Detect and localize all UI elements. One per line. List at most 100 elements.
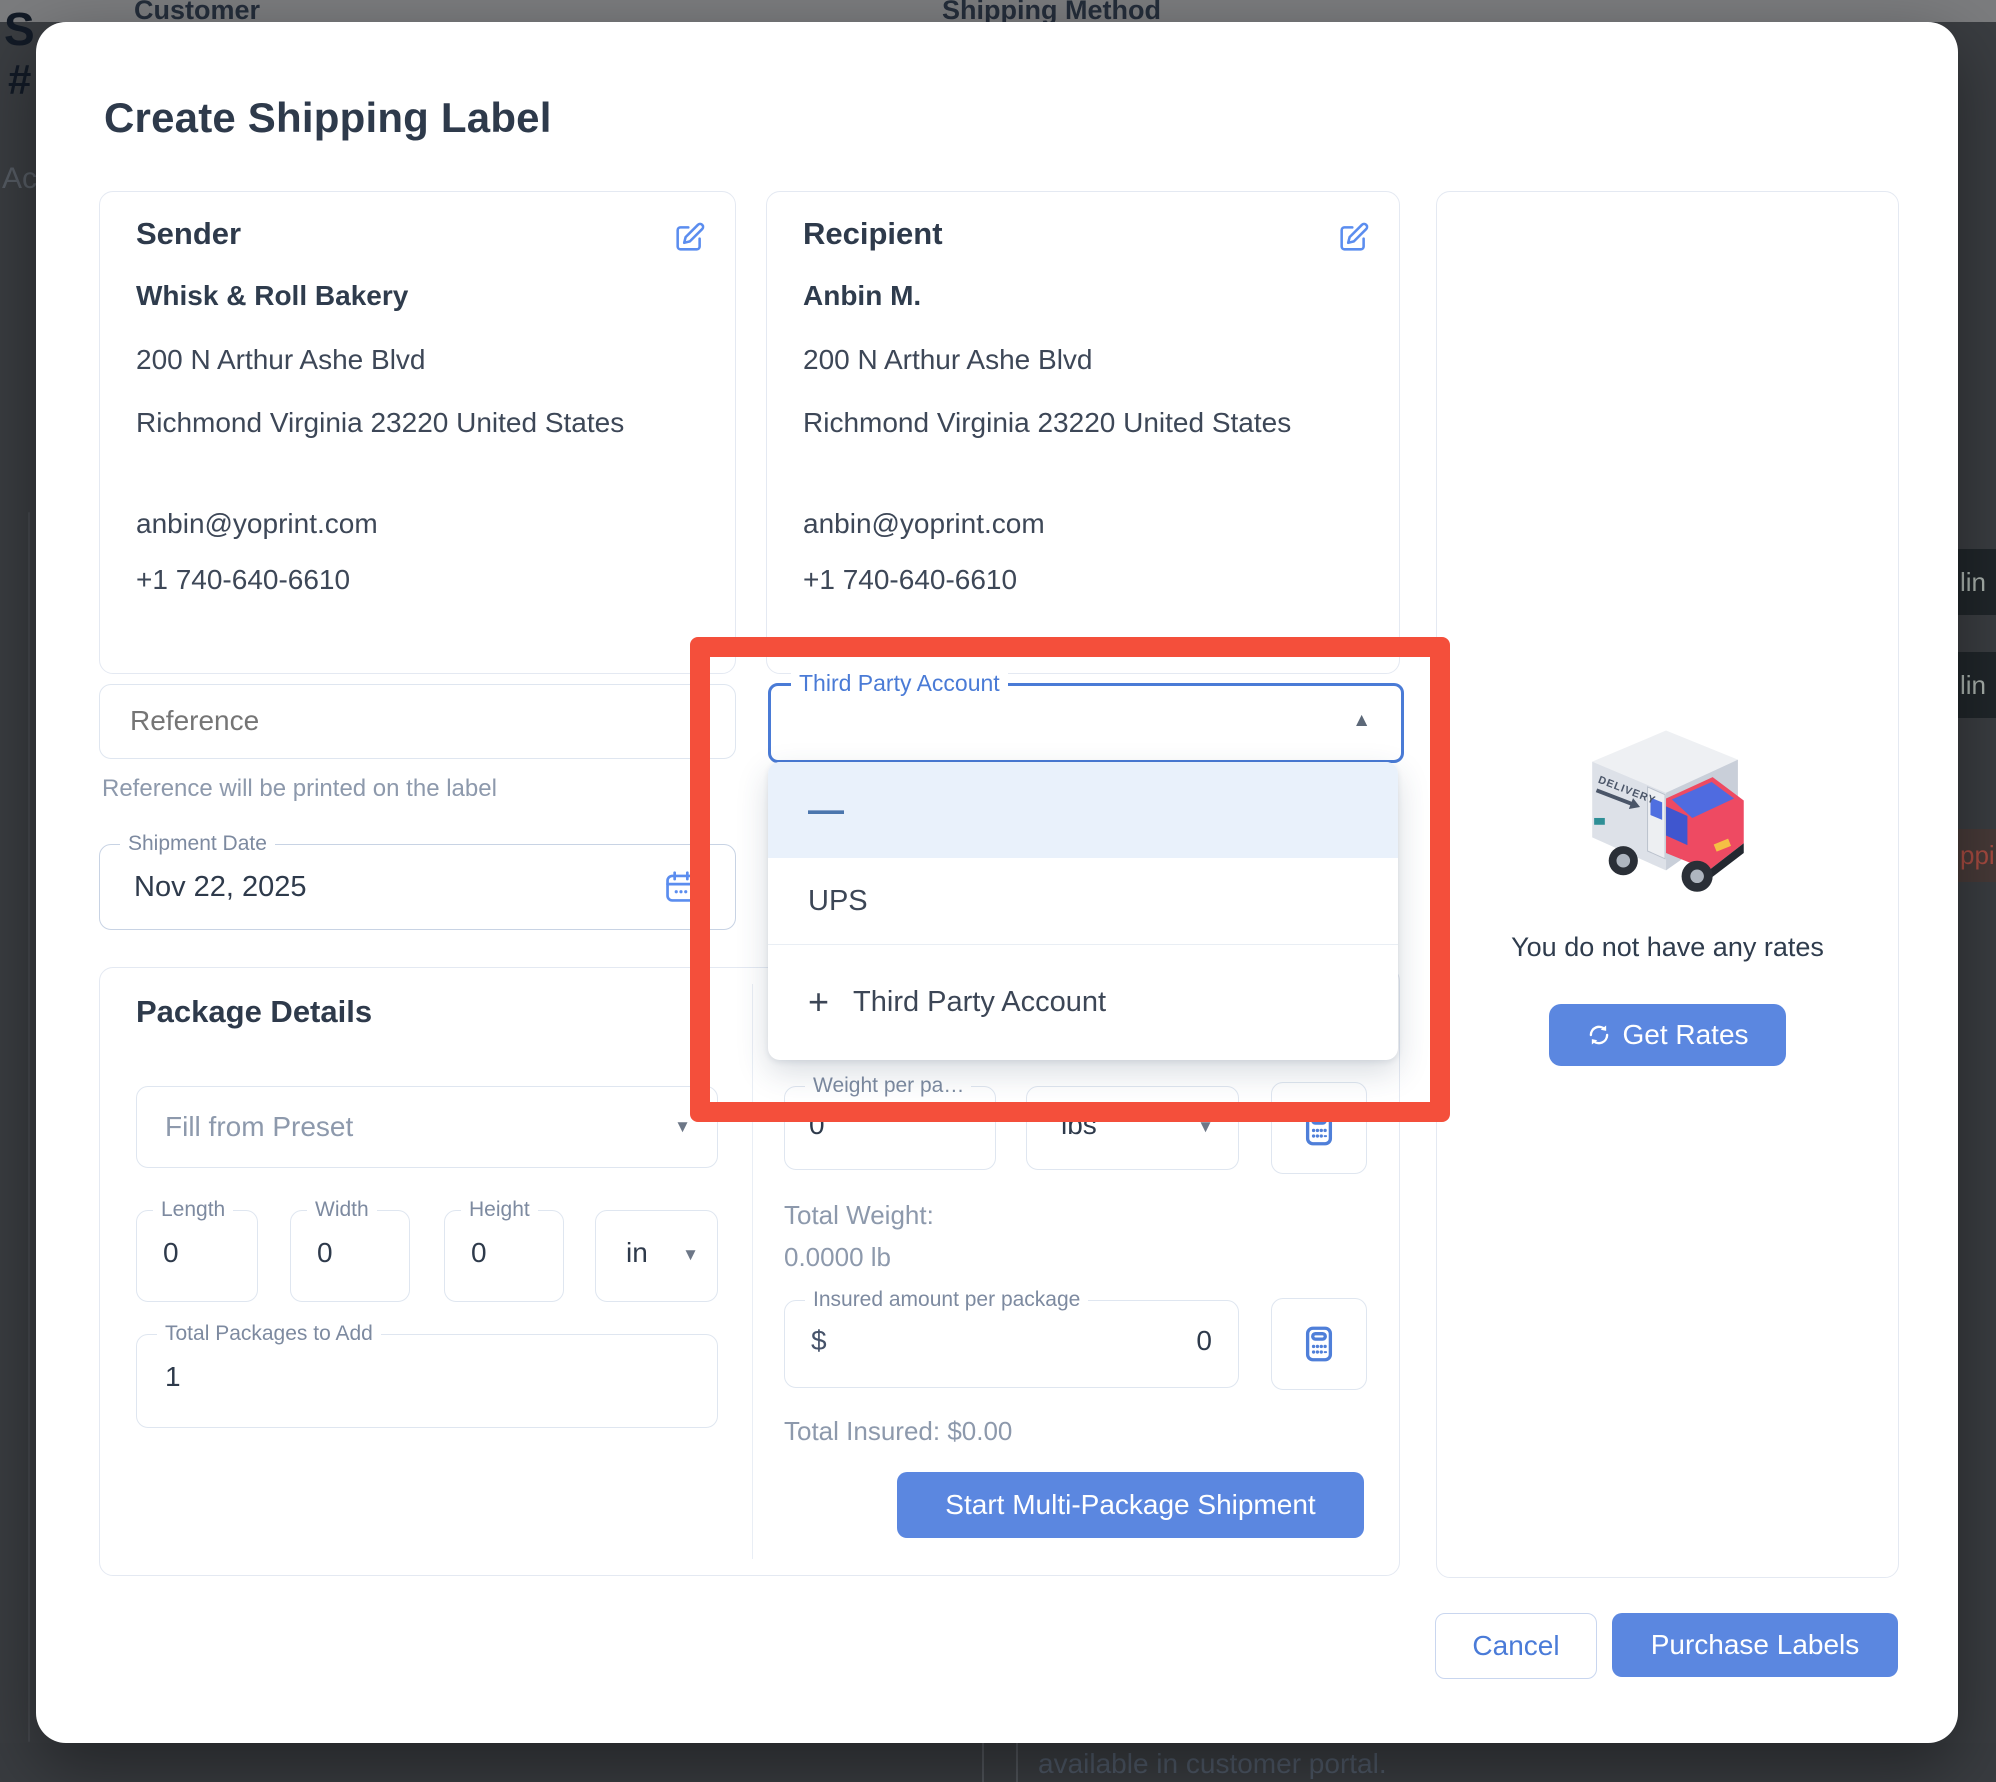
weight-unit-value: lbs bbox=[1061, 1109, 1097, 1140]
weight-per-package-field[interactable]: Weight per pa… 0 bbox=[784, 1073, 996, 1170]
dialog-title: Create Shipping Label bbox=[104, 94, 552, 141]
fill-from-preset-placeholder: Fill from Preset bbox=[165, 1111, 354, 1142]
background-fragment: lin bbox=[1958, 652, 1996, 718]
dimension-unit-value: in bbox=[626, 1237, 648, 1268]
edit-icon bbox=[676, 222, 705, 251]
background-fragment: S bbox=[4, 3, 35, 55]
background-fragment: Ac bbox=[2, 162, 38, 195]
package-details-card: Package Details Fill from Preset ▼ Lengt… bbox=[99, 967, 1400, 1576]
calculator-icon bbox=[1305, 1110, 1333, 1146]
insured-amount-value: 0 bbox=[1196, 1325, 1212, 1356]
weight-per-package-value: 0 bbox=[809, 1109, 825, 1140]
third-party-account-label: Third Party Account bbox=[791, 670, 1008, 696]
shipment-date-field[interactable]: Shipment Date Nov 22, 2025 bbox=[99, 831, 736, 930]
purchase-labels-label: Purchase Labels bbox=[1650, 1629, 1860, 1660]
recipient-phone: +1 740-640-6610 bbox=[803, 564, 1018, 595]
third-party-account-select[interactable]: Third Party Account ▲ bbox=[768, 670, 1404, 763]
reference-input[interactable] bbox=[128, 685, 702, 757]
package-details-divider bbox=[752, 984, 753, 1559]
plus-icon: + bbox=[808, 981, 830, 1022]
cancel-label: Cancel bbox=[1472, 1630, 1560, 1661]
total-packages-label: Total Packages to Add bbox=[157, 1321, 381, 1347]
menu-option-ups[interactable]: UPS bbox=[768, 858, 1398, 945]
menu-option-none[interactable]: — bbox=[768, 762, 1398, 858]
sender-card-title: Sender bbox=[136, 216, 242, 251]
delivery-truck-illustration: DELIVERY bbox=[1592, 730, 1744, 892]
rates-panel: DELIVERY You do not have any rates bbox=[1436, 191, 1899, 1578]
total-insured-text: Total Insured: $0.00 bbox=[784, 1416, 1013, 1446]
purchase-labels-button[interactable]: Purchase Labels bbox=[1612, 1613, 1898, 1677]
menu-option-add-label: Third Party Account bbox=[853, 985, 1107, 1018]
total-weight-label: Total Weight: bbox=[784, 1200, 934, 1230]
background-header-shipping-method: Shipping Method bbox=[942, 0, 1161, 22]
fill-from-preset-select[interactable]: Fill from Preset ▼ bbox=[136, 1086, 718, 1168]
edit-icon bbox=[1340, 222, 1369, 251]
recipient-card: Recipient Anbin M. 200 N Arthur Ashe Blv… bbox=[766, 191, 1400, 674]
reference-field[interactable] bbox=[99, 684, 736, 759]
reference-helper-text: Reference will be printed on the label bbox=[102, 775, 497, 802]
menu-option-add-third-party[interactable]: + Third Party Account bbox=[768, 945, 1398, 1059]
width-label: Width bbox=[307, 1197, 377, 1223]
total-weight-value: 0.0000 lb bbox=[784, 1242, 891, 1272]
background-table-line bbox=[1016, 1743, 1018, 1782]
shipment-date-value: Nov 22, 2025 bbox=[134, 871, 307, 903]
edit-sender-button[interactable] bbox=[669, 218, 709, 258]
height-value: 0 bbox=[471, 1237, 487, 1268]
weight-per-package-label: Weight per pa… bbox=[805, 1073, 971, 1099]
length-value: 0 bbox=[163, 1237, 179, 1268]
recipient-address-line2: Richmond Virginia 23220 United States bbox=[803, 407, 1292, 438]
start-multi-package-label: Start Multi-Package Shipment bbox=[945, 1489, 1316, 1520]
height-field[interactable]: Height 0 bbox=[444, 1197, 564, 1302]
chevron-up-icon: ▲ bbox=[1352, 710, 1371, 731]
background-table-line bbox=[982, 1743, 984, 1782]
recipient-email: anbin@yoprint.com bbox=[803, 508, 1045, 539]
width-value: 0 bbox=[317, 1237, 333, 1268]
total-packages-value: 1 bbox=[165, 1361, 181, 1392]
total-packages-field[interactable]: Total Packages to Add 1 bbox=[136, 1321, 718, 1428]
no-rates-message: You do not have any rates bbox=[1511, 932, 1824, 962]
sender-address-line1: 200 N Arthur Ashe Blvd bbox=[136, 344, 426, 375]
dimension-unit-select[interactable]: in ▼ bbox=[595, 1210, 718, 1302]
get-rates-button[interactable]: Get Rates bbox=[1549, 1004, 1786, 1066]
calculator-icon bbox=[1305, 1326, 1333, 1362]
background-fragment: ppi bbox=[1958, 829, 1996, 882]
width-field[interactable]: Width 0 bbox=[290, 1197, 410, 1302]
height-label: Height bbox=[461, 1197, 538, 1223]
create-shipping-label-dialog: Create Shipping Label Sender Whisk & Rol… bbox=[36, 22, 1958, 1743]
sender-email: anbin@yoprint.com bbox=[136, 508, 378, 539]
insured-amount-label: Insured amount per package bbox=[805, 1287, 1089, 1313]
background-card-edge bbox=[28, 512, 30, 1742]
chevron-down-icon: ▼ bbox=[674, 1117, 691, 1136]
weight-unit-select[interactable]: lbs ▼ bbox=[1026, 1086, 1239, 1170]
sender-name: Whisk & Roll Bakery bbox=[136, 280, 409, 311]
background-header-customer: Customer bbox=[134, 0, 261, 22]
menu-option-ups-label: UPS bbox=[808, 884, 868, 917]
third-party-account-menu: — UPS + Third Party Account bbox=[768, 762, 1398, 1060]
package-details-title: Package Details bbox=[136, 994, 373, 1029]
cancel-button[interactable]: Cancel bbox=[1435, 1613, 1597, 1679]
recipient-name: Anbin M. bbox=[803, 280, 922, 311]
insured-calculator-button[interactable] bbox=[1271, 1298, 1367, 1390]
background-fragment: # bbox=[8, 56, 32, 103]
weight-calculator-button[interactable] bbox=[1271, 1082, 1367, 1174]
background-bottom-text: available in customer portal. bbox=[1038, 1748, 1387, 1779]
chevron-down-icon: ▼ bbox=[682, 1245, 699, 1264]
recipient-card-title: Recipient bbox=[803, 216, 943, 251]
calendar-icon[interactable] bbox=[661, 867, 701, 907]
background-bottom-strip: available in customer portal. bbox=[0, 1743, 1996, 1782]
shipment-date-label: Shipment Date bbox=[120, 831, 275, 857]
start-multi-package-button[interactable]: Start Multi-Package Shipment bbox=[897, 1472, 1364, 1538]
background-fragment: lin bbox=[1958, 549, 1996, 615]
length-field[interactable]: Length 0 bbox=[136, 1197, 258, 1302]
refresh-icon bbox=[1590, 1025, 1609, 1045]
edit-recipient-button[interactable] bbox=[1333, 218, 1373, 258]
sender-phone: +1 740-640-6610 bbox=[136, 564, 351, 595]
get-rates-label: Get Rates bbox=[1622, 1019, 1749, 1050]
insured-amount-field[interactable]: Insured amount per package $ 0 bbox=[784, 1287, 1239, 1388]
currency-prefix: $ bbox=[811, 1325, 827, 1356]
background-table-header: Customer Shipping Method bbox=[0, 0, 1996, 22]
chevron-down-icon: ▼ bbox=[1197, 1117, 1214, 1136]
recipient-address-line1: 200 N Arthur Ashe Blvd bbox=[803, 344, 1093, 375]
sender-card: Sender Whisk & Roll Bakery 200 N Arthur … bbox=[99, 191, 736, 674]
